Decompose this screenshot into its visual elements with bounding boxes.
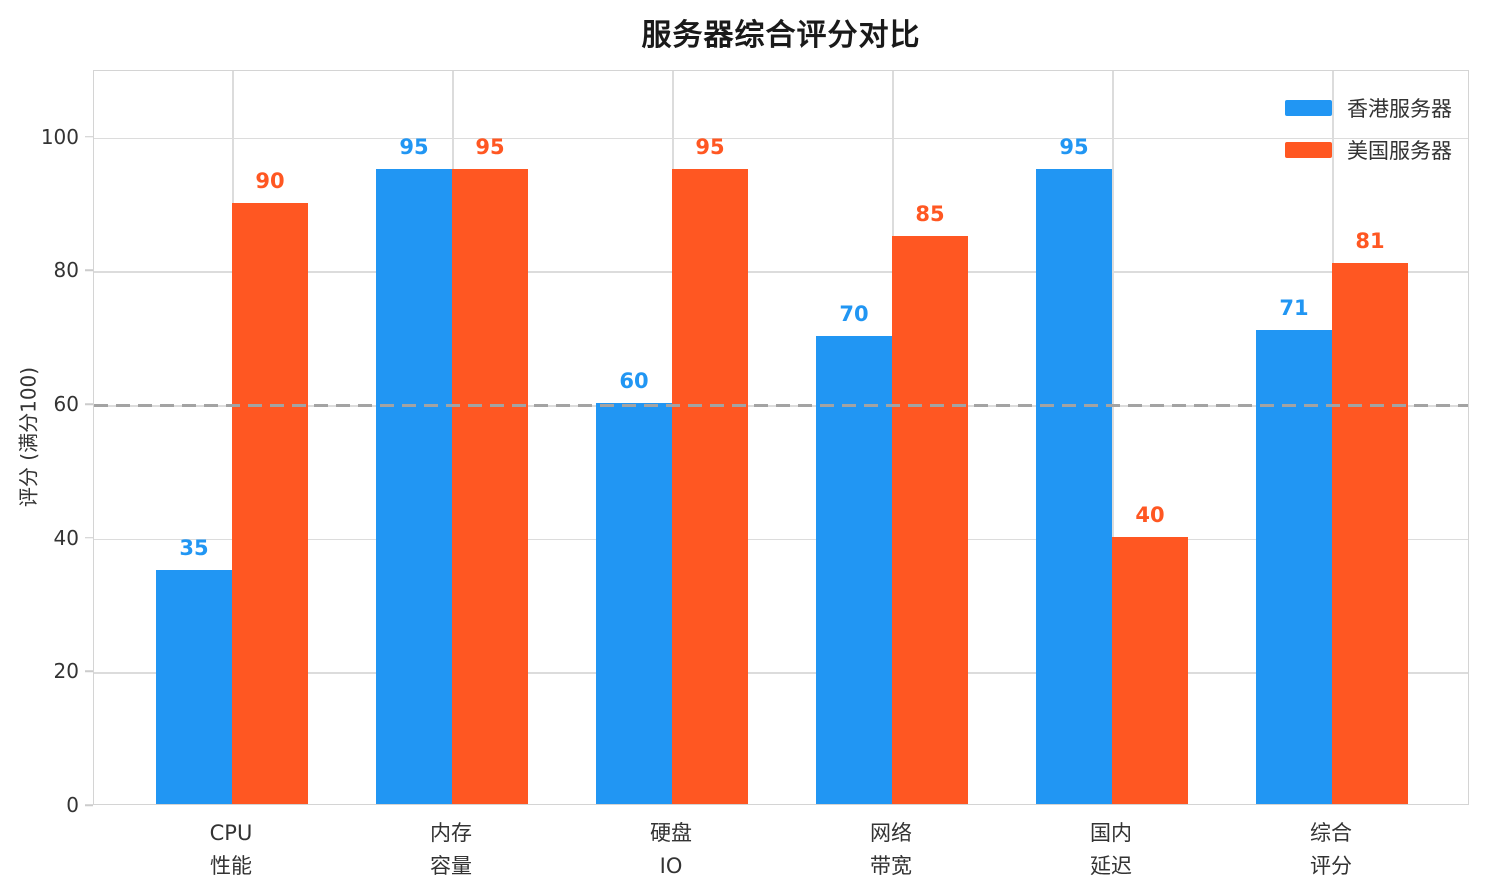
- x-tick-label: 硬盘 IO: [650, 821, 692, 878]
- legend-swatch: [1285, 100, 1332, 116]
- bar-value-label: 60: [619, 369, 649, 394]
- y-tick-label: 0: [66, 793, 79, 817]
- bar-us-0: [232, 202, 308, 804]
- bar-value-label: 90: [255, 168, 285, 193]
- y-tick-label: 40: [53, 525, 79, 550]
- x-tick-label: 国内 延迟: [1090, 821, 1132, 878]
- y-tick-label: 100: [40, 124, 79, 149]
- bar-hk-3: [816, 336, 892, 804]
- y-tick-label: 20: [53, 659, 79, 684]
- reference-line: [94, 404, 1468, 407]
- bar-value-label: 95: [475, 135, 505, 160]
- bar-hk-4: [1036, 169, 1112, 804]
- bar-value-label: 85: [915, 202, 945, 227]
- y-tick-mark: [85, 536, 93, 539]
- bar-value-label: 95: [399, 135, 429, 160]
- bar-value-label: 81: [1355, 228, 1385, 253]
- y-tick-mark: [85, 403, 93, 405]
- legend: 香港服务器美国服务器: [1285, 93, 1452, 165]
- x-tick-label: CPU 性能: [209, 821, 253, 878]
- x-tick-label: 网络 带宽: [870, 821, 912, 878]
- y-tick-label: 60: [53, 392, 79, 417]
- bar-us-5: [1332, 262, 1408, 804]
- plot-area: 香港服务器美国服务器 35 95 60 70 95 71 90 95 95 85 40 81: [93, 70, 1469, 805]
- legend-item: 美国服务器: [1285, 135, 1452, 165]
- gridline-horizontal: [94, 672, 1468, 674]
- legend-item-label: 美国服务器: [1347, 139, 1452, 163]
- bar-us-3: [892, 236, 968, 804]
- gridline-horizontal: [94, 538, 1468, 541]
- y-tick-label: 80: [53, 258, 79, 283]
- gridline-horizontal: [94, 271, 1468, 273]
- bar-value-label: 71: [1279, 295, 1309, 320]
- gridline-vertical: [1112, 71, 1114, 804]
- bar-hk-0: [156, 570, 232, 804]
- bar-value-label: 70: [839, 302, 869, 327]
- bar-us-1: [452, 169, 528, 804]
- chart-title: 服务器综合评分对比: [641, 18, 921, 53]
- bar-us-2: [672, 169, 748, 804]
- y-tick-mark: [85, 269, 93, 272]
- y-tick-mark: [85, 670, 93, 673]
- legend-item: 香港服务器: [1285, 93, 1452, 123]
- bar-value-label: 40: [1135, 502, 1165, 527]
- bar-value-label: 95: [695, 135, 725, 160]
- bar-value-label: 95: [1059, 135, 1089, 160]
- y-tick-mark: [85, 804, 93, 806]
- x-tick-label: 综合 评分: [1310, 821, 1352, 878]
- y-tick-mark: [85, 136, 93, 138]
- bar-hk-5: [1256, 329, 1332, 804]
- bar-hk-2: [596, 403, 672, 804]
- legend-item-label: 香港服务器: [1347, 97, 1452, 121]
- bar-value-label: 35: [179, 536, 209, 561]
- y-axis-label: 评分 (满分100): [16, 366, 41, 508]
- bar-us-4: [1112, 536, 1188, 804]
- legend-swatch: [1285, 142, 1332, 158]
- gridline-horizontal: [94, 137, 1468, 140]
- x-tick-label: 内存 容量: [430, 821, 472, 878]
- bar-hk-1: [376, 169, 452, 804]
